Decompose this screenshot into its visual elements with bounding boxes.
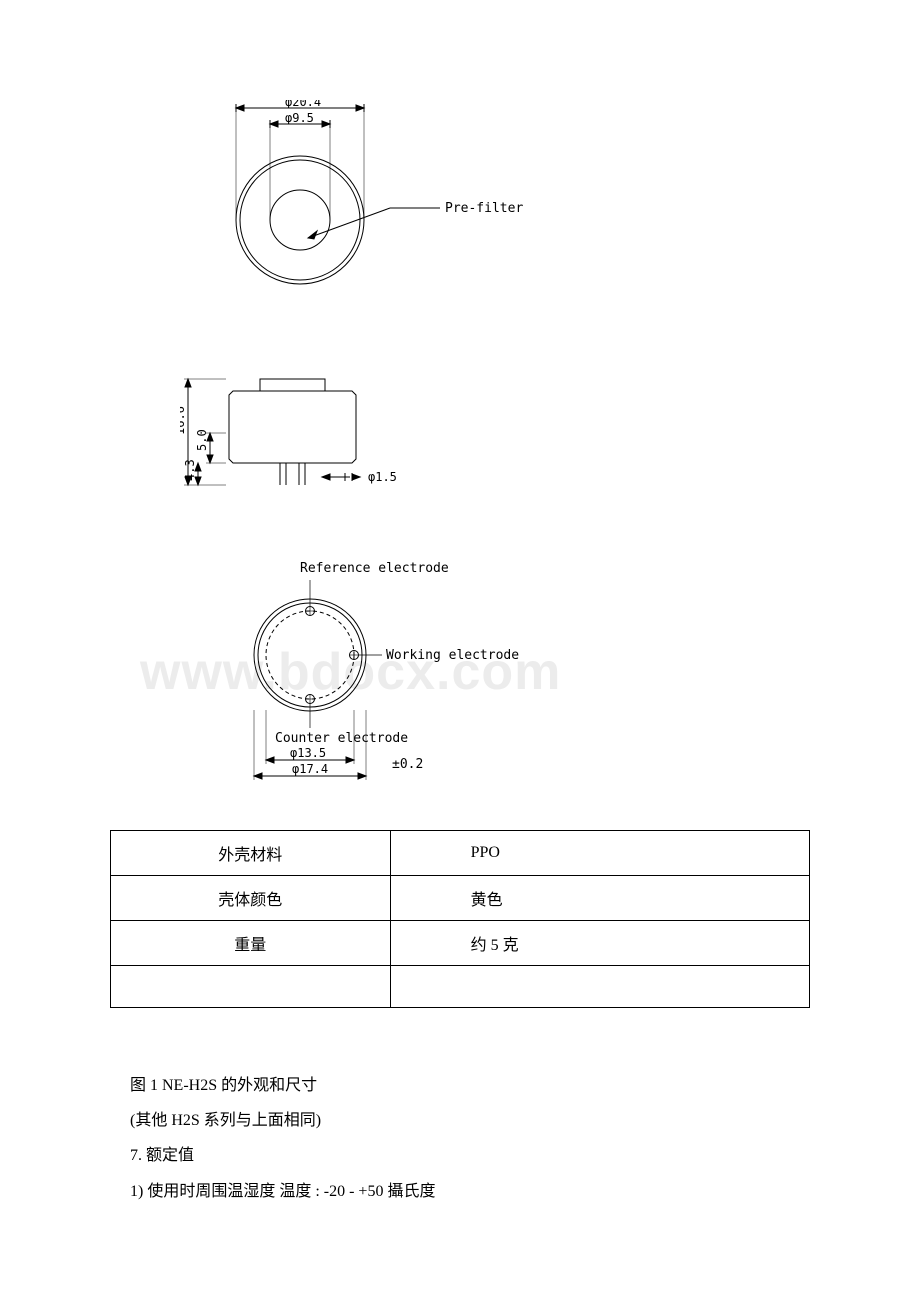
side-h-base: 4.3: [183, 459, 197, 481]
side-h-mid: 5.0: [195, 429, 209, 451]
side-pin-dim: φ1.5: [368, 470, 397, 484]
table-cell: [390, 966, 809, 1008]
section-heading: 7. 额定值: [130, 1138, 810, 1173]
table-row: 外壳材料 PPO: [111, 831, 810, 876]
diagram-bottom-view: www.bdocx.com Reference electrode: [180, 560, 810, 790]
top-inner-dim: φ9.5: [285, 111, 314, 125]
table-cell: [111, 966, 391, 1008]
bottom-outer-dim: φ17.4: [292, 762, 328, 776]
table-cell: 壳体颜色: [111, 876, 391, 921]
table-cell: 黄色: [390, 876, 809, 921]
table-cell: 约 5 克: [390, 921, 809, 966]
bottom-tol: ±0.2: [392, 757, 423, 772]
side-h-total: 16.6: [180, 406, 187, 435]
table-cell: 外壳材料: [111, 831, 391, 876]
document-page: φ20.4 φ9.5: [0, 0, 920, 1269]
caption-line-2: (其他 H2S 系列与上面相同): [130, 1103, 810, 1138]
caption-line-1: 图 1 NE-H2S 的外观和尺寸: [130, 1068, 810, 1103]
work-electrode-label: Working electrode: [386, 648, 519, 663]
table-row: [111, 966, 810, 1008]
table-row: 重量 约 5 克: [111, 921, 810, 966]
table-cell: PPO: [390, 831, 809, 876]
spec-line: 1) 使用时周围温湿度 温度 : -20 - +50 攝氏度: [130, 1174, 810, 1209]
table-row: 壳体颜色 黄色: [111, 876, 810, 921]
bottom-inner-dim: φ13.5: [290, 746, 326, 760]
top-outer-dim: φ20.4: [285, 100, 321, 109]
diagram-side-view: 16.6 5.0 4.3: [180, 365, 810, 520]
counter-electrode-label: Counter electrode: [275, 731, 408, 746]
prefilter-label: Pre-filter: [445, 201, 523, 216]
spec-table: 外壳材料 PPO 壳体颜色 黄色 重量 约 5 克: [110, 830, 810, 1008]
ref-electrode-label: Reference electrode: [300, 561, 449, 576]
diagram-top-view: φ20.4 φ9.5: [180, 100, 810, 325]
table-cell: 重量: [111, 921, 391, 966]
